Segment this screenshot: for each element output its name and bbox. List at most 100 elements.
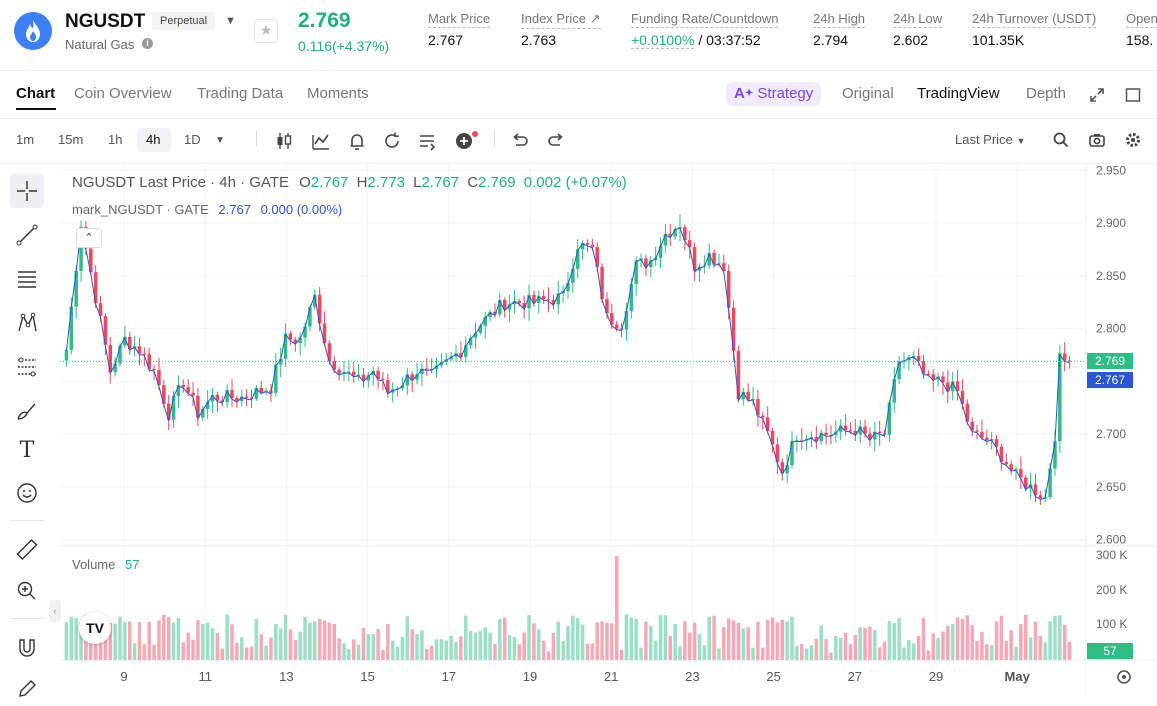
fib-tool[interactable] bbox=[10, 350, 44, 384]
tools-divider bbox=[10, 520, 44, 521]
volume-bar bbox=[142, 644, 147, 660]
natural-gas-logo bbox=[14, 12, 52, 50]
volume-bar bbox=[434, 639, 439, 660]
symbol-dropdown-icon[interactable]: ▼ bbox=[225, 15, 236, 27]
timeframe-4h[interactable]: 4h bbox=[146, 132, 161, 147]
trend-line-tool[interactable] bbox=[10, 218, 44, 252]
timeframe-1m[interactable]: 1m bbox=[16, 132, 35, 147]
volume-bar bbox=[838, 638, 843, 660]
replay-icon[interactable] bbox=[381, 130, 403, 152]
legend-high-value: 2.773 bbox=[367, 174, 405, 191]
volume-bar bbox=[814, 638, 819, 660]
x-tick-label: 17 bbox=[442, 669, 456, 684]
volume-bar bbox=[317, 618, 322, 660]
pattern-tool[interactable] bbox=[10, 306, 44, 340]
volume-bar bbox=[288, 629, 293, 660]
volume-bar bbox=[902, 647, 906, 660]
camera-icon[interactable] bbox=[1088, 131, 1106, 149]
strategy-button[interactable]: A✦ Strategy bbox=[726, 82, 822, 106]
timeframe-15m[interactable]: 15m bbox=[58, 132, 84, 147]
volume-bar bbox=[756, 621, 760, 660]
window-icon[interactable] bbox=[1125, 87, 1141, 103]
candle-body bbox=[235, 398, 239, 402]
stat-label-funding-rate[interactable]: Funding Rate/Countdown bbox=[631, 11, 779, 28]
volume-bar bbox=[868, 626, 872, 660]
volume-bar bbox=[1048, 621, 1052, 660]
stat-label-mark-price[interactable]: Mark Price bbox=[428, 11, 491, 28]
funding-rate-value: +0.0100% bbox=[631, 32, 695, 49]
candle-body bbox=[147, 354, 151, 369]
timeframe-1d[interactable]: 1D bbox=[184, 132, 201, 147]
volume-bar bbox=[532, 623, 536, 660]
emoji-tool[interactable] bbox=[10, 476, 44, 510]
info-icon[interactable]: i bbox=[142, 38, 153, 49]
candle-body bbox=[478, 325, 483, 333]
candle-body bbox=[736, 350, 741, 400]
chart-settings-icon[interactable] bbox=[1115, 668, 1133, 686]
volume-bar bbox=[712, 615, 716, 660]
zoom-in-icon bbox=[17, 581, 36, 600]
candle-body bbox=[853, 430, 858, 435]
volume-bar bbox=[502, 617, 507, 660]
crosshair-tool[interactable] bbox=[10, 174, 44, 208]
favorite-star-icon[interactable]: ★ bbox=[254, 19, 278, 43]
magnet-tool[interactable] bbox=[10, 631, 44, 665]
volume-bar bbox=[780, 619, 785, 660]
candle-body bbox=[731, 307, 736, 351]
candle-body bbox=[288, 333, 293, 340]
candle-body bbox=[751, 398, 755, 400]
add-indicator-icon[interactable] bbox=[453, 128, 481, 152]
volume-tick-label: 100 K bbox=[1096, 617, 1127, 631]
horizontal-lines-tool[interactable] bbox=[10, 262, 44, 296]
redo-icon[interactable] bbox=[545, 130, 567, 152]
stat-label-index-price[interactable]: Index Price ↗ bbox=[521, 11, 601, 29]
ruler-tool[interactable] bbox=[10, 532, 44, 566]
volume-bar bbox=[946, 625, 950, 660]
candle-type-icon[interactable] bbox=[273, 130, 295, 152]
candle-body bbox=[405, 374, 410, 386]
tab-trading-data[interactable]: Trading Data bbox=[197, 85, 284, 102]
undo-icon[interactable] bbox=[509, 130, 531, 152]
price-type-select[interactable]: Last Price ▼ bbox=[955, 132, 1025, 147]
search-icon[interactable] bbox=[1052, 131, 1070, 149]
candle-body bbox=[941, 376, 945, 383]
candle-body bbox=[93, 272, 98, 304]
volume-bar bbox=[449, 635, 453, 660]
zoom-tool[interactable] bbox=[10, 574, 44, 608]
collapse-legend-button[interactable]: ⌃ bbox=[76, 228, 102, 248]
indicators-icon[interactable] bbox=[310, 130, 332, 152]
candle-body bbox=[463, 345, 468, 357]
templates-icon[interactable] bbox=[416, 130, 438, 152]
gear-icon[interactable] bbox=[1124, 131, 1142, 149]
alert-bell-icon[interactable] bbox=[346, 130, 368, 152]
candle-body bbox=[824, 432, 828, 436]
tab-chart[interactable]: Chart bbox=[16, 85, 56, 102]
tab-moments[interactable]: Moments bbox=[307, 85, 369, 102]
timeframe-dropdown-icon[interactable]: ▼ bbox=[215, 135, 225, 146]
toggle-toolbar-button[interactable]: ‹ bbox=[49, 600, 61, 622]
legend-close-value: 2.769 bbox=[478, 174, 516, 191]
tradingview-logo[interactable]: TV bbox=[79, 612, 111, 644]
candle-body bbox=[259, 387, 263, 393]
tab-original[interactable]: Original bbox=[842, 85, 894, 102]
candle-body bbox=[429, 369, 434, 371]
stat-label-open-interest: Open bbox=[1126, 11, 1157, 28]
brush-tool[interactable] bbox=[10, 394, 44, 428]
legend-open-value: 2.767 bbox=[310, 174, 349, 191]
tab-depth[interactable]: Depth bbox=[1026, 85, 1067, 102]
symbol-name[interactable]: NGUSDT bbox=[65, 11, 146, 32]
timeframe-1h[interactable]: 1h bbox=[108, 132, 123, 147]
volume-legend: Volume 57 bbox=[72, 557, 139, 572]
tab-tradingview[interactable]: TradingView bbox=[917, 85, 1000, 102]
smiley-icon bbox=[17, 483, 37, 503]
candle-body bbox=[775, 444, 780, 463]
text-tool[interactable]: T bbox=[10, 433, 44, 467]
volume-bar bbox=[1058, 615, 1062, 660]
expand-icon[interactable] bbox=[1088, 86, 1106, 104]
candle-body bbox=[892, 379, 897, 403]
price-type-label: Last Price bbox=[955, 132, 1013, 147]
volume-bar bbox=[931, 633, 935, 660]
tab-coin-overview[interactable]: Coin Overview bbox=[74, 85, 172, 102]
candle-body bbox=[317, 294, 322, 324]
